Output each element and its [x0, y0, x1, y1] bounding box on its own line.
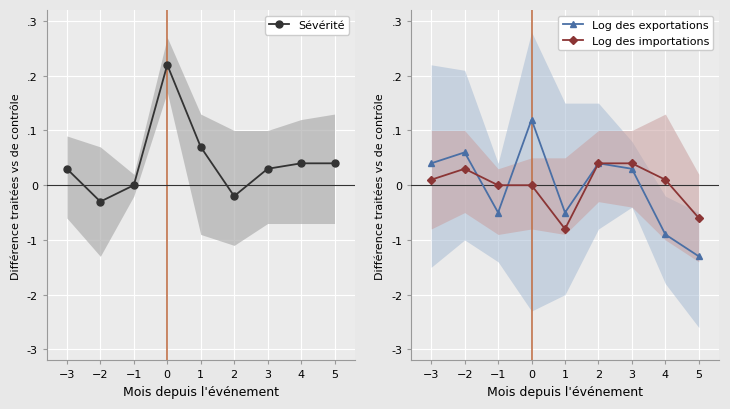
X-axis label: Mois depuis l'événement: Mois depuis l'événement	[123, 385, 279, 398]
Legend: Sévérité: Sévérité	[265, 17, 349, 36]
X-axis label: Mois depuis l'événement: Mois depuis l'événement	[487, 385, 643, 398]
Legend: Log des exportations, Log des importations: Log des exportations, Log des importatio…	[558, 17, 713, 51]
Y-axis label: Différence traitées vs de contrôle: Différence traitées vs de contrôle	[375, 93, 385, 279]
Y-axis label: Différence traitées vs de contrôle: Différence traitées vs de contrôle	[11, 93, 21, 279]
